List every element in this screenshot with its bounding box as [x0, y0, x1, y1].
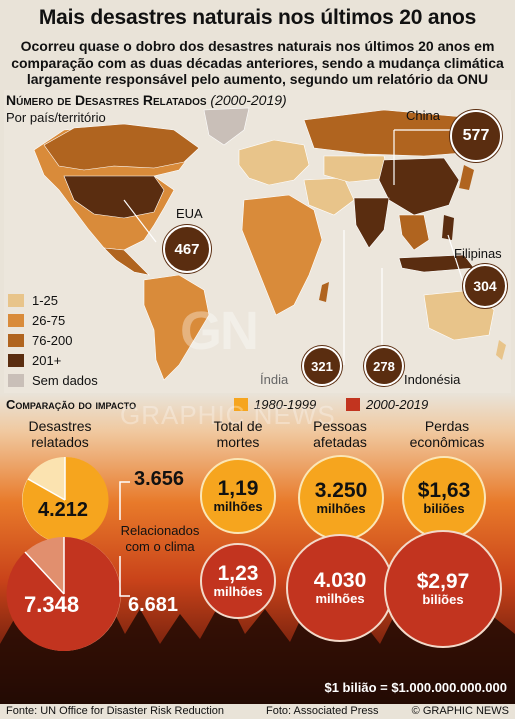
affected-old-value: 3.250 — [314, 479, 368, 502]
legend-label: 1-25 — [32, 292, 59, 308]
bubble-india: 321 — [302, 346, 342, 386]
world-map — [33, 107, 506, 381]
legend-label: Sem dados — [32, 372, 98, 388]
climate-bracket — [119, 481, 130, 597]
connector-line — [123, 199, 157, 243]
legend-label: 201+ — [32, 352, 62, 368]
affected-old-unit: milhões — [316, 501, 366, 516]
source-credit: Fonte: UN Office for Disaster Risk Reduc… — [6, 705, 225, 717]
map-heading-range: (2000-2019) — [210, 92, 287, 108]
brand-credit: © GRAPHIC NEWS — [411, 705, 509, 717]
losses-old-value: $1,63 — [417, 479, 471, 502]
losses-new-circle: $2,97 biliões — [384, 530, 502, 648]
china-shape — [378, 157, 460, 216]
disasters-old-total: 4.212 — [38, 499, 89, 521]
southeast-asia-shape — [398, 214, 430, 251]
place-label-philippines: Filipinas — [454, 246, 502, 261]
deaths-new-unit: milhões — [213, 584, 263, 599]
legend-period-new: 2000-2019 — [346, 397, 428, 412]
affected-new-circle: 4.030 milhões — [286, 534, 394, 642]
deaths-old-value: 1,19 — [217, 477, 259, 500]
affected-new-value: 4.030 — [313, 569, 367, 592]
south-america-shape — [143, 274, 210, 381]
new-zealand-shape — [496, 340, 506, 360]
canada-shape — [43, 123, 200, 171]
map-subheading: Por país/território — [6, 110, 106, 125]
map-heading-text: Número de Desastres Relatados — [6, 92, 207, 108]
legend-swatch — [8, 313, 24, 327]
japan-shape — [459, 165, 474, 190]
legend-period-old: 1980-1999 — [234, 397, 316, 412]
legend-swatch — [8, 333, 24, 347]
comparison-heading: Comparação do impacto — [6, 397, 137, 412]
subtitle: Ocorreu quase o dobro dos desastres natu… — [11, 38, 504, 87]
central-america-shape — [103, 247, 150, 276]
period-swatch-new — [346, 398, 360, 411]
deaths-new-circle: 1,23 milhões — [200, 543, 276, 619]
climate-related-label: Relacionados com o clima — [120, 523, 200, 554]
conversion-note: $1 bilião = $1.000.000.000.000 — [324, 680, 507, 695]
deaths-old-unit: milhões — [213, 499, 263, 514]
photo-credit: Foto: Associated Press — [266, 705, 379, 717]
legend-swatch — [8, 373, 24, 387]
bubble-china: 577 — [450, 110, 502, 162]
philippines-shape — [442, 215, 454, 240]
bubble-usa: 467 — [163, 225, 211, 273]
affected-old-circle: 3.250 milhões — [298, 455, 384, 541]
column-head-losses: Perdas econômicas — [409, 418, 485, 450]
period-swatch-old — [234, 398, 248, 411]
deaths-old-circle: 1,19 milhões — [200, 458, 276, 534]
disasters-new-climate: 6.681 — [128, 594, 179, 616]
africa-shape — [241, 194, 323, 316]
legend-swatch — [8, 353, 24, 367]
tree-silhouettes — [0, 594, 515, 704]
place-label-india: Índia — [260, 372, 289, 387]
legend-item: Sem dados — [8, 372, 98, 388]
losses-old-circle: $1,63 biliões — [402, 456, 486, 540]
affected-new-unit: milhões — [315, 591, 365, 606]
legend-label: 76-200 — [32, 332, 73, 348]
column-head-affected: Pessoas afetadas — [313, 418, 367, 450]
disasters-old-pie — [22, 456, 109, 543]
legend-item: 1-25 — [8, 292, 58, 308]
connector-line — [447, 234, 465, 286]
disasters-old-climate: 3.656 — [134, 468, 185, 490]
madagascar-shape — [319, 282, 329, 302]
page-title: Mais desastres naturais nos últimos 20 a… — [38, 6, 477, 29]
watermark-logo: GN — [180, 301, 259, 361]
disasters-new-pie — [6, 537, 121, 651]
losses-new-value: $2,97 — [416, 570, 470, 593]
legend-item: 26-75 — [8, 312, 65, 328]
usa-shape — [63, 175, 165, 219]
legend-label: 26-75 — [32, 312, 66, 328]
disasters-new-total: 7.348 — [24, 592, 80, 617]
losses-new-unit: biliões — [422, 592, 464, 607]
india-shape — [353, 197, 390, 249]
world-map-panel — [4, 90, 511, 393]
deaths-new-value: 1,23 — [217, 562, 259, 585]
footer: Fonte: UN Office for Disaster Risk Reduc… — [0, 704, 515, 719]
period-old-label: 1980-1999 — [254, 397, 317, 412]
place-label-usa: EUA — [176, 206, 203, 221]
bubble-philippines: 304 — [463, 264, 507, 308]
column-head-deaths: Total de mortes — [213, 418, 263, 450]
place-label-indonesia: Indonésia — [404, 372, 461, 387]
legend-item: 201+ — [8, 352, 61, 368]
map-heading: Número de Desastres Relatados (2000-2019… — [6, 92, 287, 108]
place-label-china: China — [406, 108, 440, 123]
greenland-shape — [203, 107, 250, 146]
legend-item: 76-200 — [8, 332, 72, 348]
bubble-indonesia: 278 — [364, 346, 404, 386]
watermark-text: GRAPHIC NEWS — [120, 400, 336, 430]
losses-old-unit: biliões — [423, 501, 465, 516]
central-asia-shape — [323, 155, 390, 183]
europe-shape — [238, 139, 310, 186]
column-head-disasters: Desastres relatados — [28, 418, 92, 450]
legend-swatch — [8, 293, 24, 307]
period-new-label: 2000-2019 — [366, 397, 429, 412]
